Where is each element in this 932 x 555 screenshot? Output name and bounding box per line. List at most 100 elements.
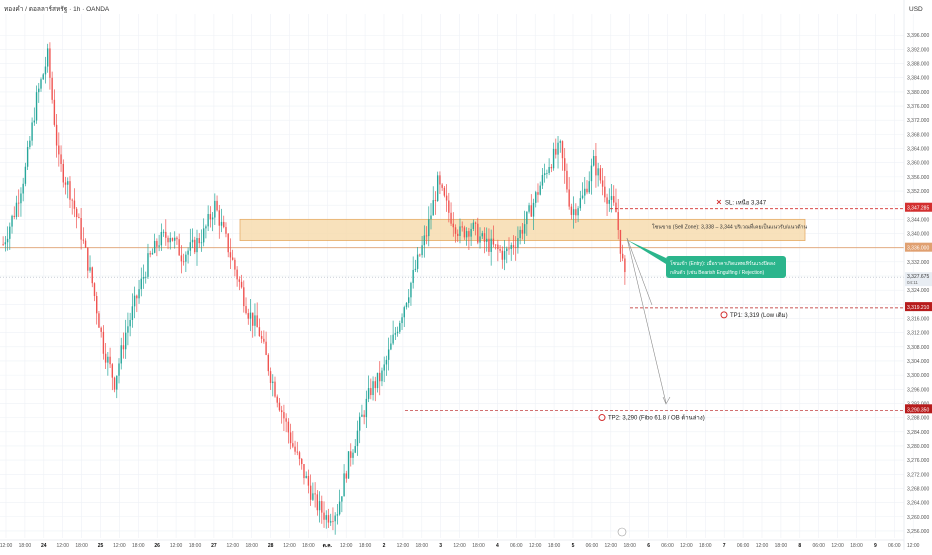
candle-body[interactable] <box>67 181 69 185</box>
candle-body[interactable] <box>617 212 619 230</box>
candle-body[interactable] <box>570 206 573 215</box>
candle-body[interactable] <box>526 211 528 225</box>
candle-body[interactable] <box>550 167 553 169</box>
candle-body[interactable] <box>46 48 49 67</box>
candle-body[interactable] <box>169 237 171 243</box>
candle-body[interactable] <box>588 181 590 193</box>
candle-body[interactable] <box>138 289 140 299</box>
candle-body[interactable] <box>294 446 296 452</box>
candle-body[interactable] <box>445 195 448 201</box>
candle-body[interactable] <box>185 254 187 262</box>
candle-body[interactable] <box>486 238 488 242</box>
candle-body[interactable] <box>265 341 267 355</box>
candle-body[interactable] <box>40 79 42 89</box>
candle-body[interactable] <box>298 452 301 459</box>
candle-body[interactable] <box>33 120 36 123</box>
candle-body[interactable] <box>396 331 399 334</box>
candle-body[interactable] <box>231 257 234 260</box>
candle-body[interactable] <box>118 363 120 376</box>
candle-body[interactable] <box>336 514 339 516</box>
candle-body[interactable] <box>285 418 287 422</box>
candle-body[interactable] <box>345 473 348 479</box>
candle-body[interactable] <box>280 410 283 413</box>
candle-body[interactable] <box>356 430 359 447</box>
candle-body[interactable] <box>519 229 521 239</box>
candle-body[interactable] <box>510 245 512 250</box>
candle-body[interactable] <box>399 323 401 332</box>
candle-body[interactable] <box>124 332 127 350</box>
candle-body[interactable] <box>561 141 564 159</box>
candle-body[interactable] <box>22 183 24 194</box>
annotations-layer[interactable]: ✕ SL: เหนือ 3,347 TP1: 3,319 (Low เดิม) TP2… <box>405 199 904 422</box>
candle-body[interactable] <box>174 237 176 241</box>
candle-body[interactable] <box>459 226 461 236</box>
candle-body[interactable] <box>506 248 508 252</box>
candle-body[interactable] <box>178 239 180 256</box>
candle-body[interactable] <box>330 521 332 523</box>
candle-body[interactable] <box>187 250 189 255</box>
candle-body[interactable] <box>463 227 466 238</box>
candle-body[interactable] <box>194 239 196 253</box>
candle-body[interactable] <box>276 396 278 403</box>
candle-body[interactable] <box>621 253 624 259</box>
candle-body[interactable] <box>572 209 575 215</box>
candle-body[interactable] <box>535 192 537 203</box>
candle-body[interactable] <box>610 196 613 200</box>
candle-body[interactable] <box>180 255 183 262</box>
candle-body[interactable] <box>247 313 249 319</box>
candle-body[interactable] <box>530 205 532 217</box>
candle-body[interactable] <box>350 451 352 458</box>
candle-body[interactable] <box>321 501 323 513</box>
candle-body[interactable] <box>416 254 419 269</box>
candle-body[interactable] <box>568 189 570 207</box>
candle-body[interactable] <box>555 148 557 155</box>
candle-body[interactable] <box>385 359 388 365</box>
candle-body[interactable] <box>457 233 459 236</box>
candle-body[interactable] <box>182 261 185 263</box>
candle-body[interactable] <box>167 237 169 243</box>
candle-body[interactable] <box>269 371 272 383</box>
candle-body[interactable] <box>338 501 341 515</box>
candle-body[interactable] <box>503 251 506 260</box>
candle-body[interactable] <box>156 240 158 247</box>
candle-body[interactable] <box>552 148 555 169</box>
candle-body[interactable] <box>142 276 145 279</box>
candle-body[interactable] <box>403 307 405 318</box>
candle-body[interactable] <box>122 345 125 350</box>
candle-body[interactable] <box>474 222 477 224</box>
candle-body[interactable] <box>62 163 64 183</box>
candle-body[interactable] <box>581 195 584 199</box>
candle-body[interactable] <box>20 193 22 204</box>
candle-body[interactable] <box>606 197 608 204</box>
candle-body[interactable] <box>240 281 243 288</box>
candle-body[interactable] <box>517 238 519 248</box>
candle-body[interactable] <box>116 375 118 390</box>
candle-body[interactable] <box>42 74 44 80</box>
candle-body[interactable] <box>249 312 252 319</box>
candle-body[interactable] <box>584 188 586 196</box>
candle-body[interactable] <box>234 259 236 270</box>
candle-body[interactable] <box>301 458 303 465</box>
candle-body[interactable] <box>87 247 89 271</box>
candle-body[interactable] <box>452 223 454 228</box>
candle-body[interactable] <box>309 485 312 500</box>
candle-body[interactable] <box>470 228 472 237</box>
candle-body[interactable] <box>71 199 73 201</box>
candle-body[interactable] <box>129 319 131 327</box>
candle-body[interactable] <box>191 239 194 243</box>
candle-body[interactable] <box>91 267 93 284</box>
candle-body[interactable] <box>243 287 245 307</box>
candle-body[interactable] <box>381 370 383 382</box>
candle-body[interactable] <box>153 240 156 253</box>
candle-body[interactable] <box>176 237 178 240</box>
candle-body[interactable] <box>448 200 450 213</box>
candle-body[interactable] <box>252 312 254 326</box>
candle-body[interactable] <box>64 182 67 185</box>
candle-body[interactable] <box>220 221 223 226</box>
candle-body[interactable] <box>104 353 107 363</box>
candle-body[interactable] <box>499 249 501 251</box>
candle-body[interactable] <box>334 515 336 522</box>
candle-body[interactable] <box>82 239 85 241</box>
